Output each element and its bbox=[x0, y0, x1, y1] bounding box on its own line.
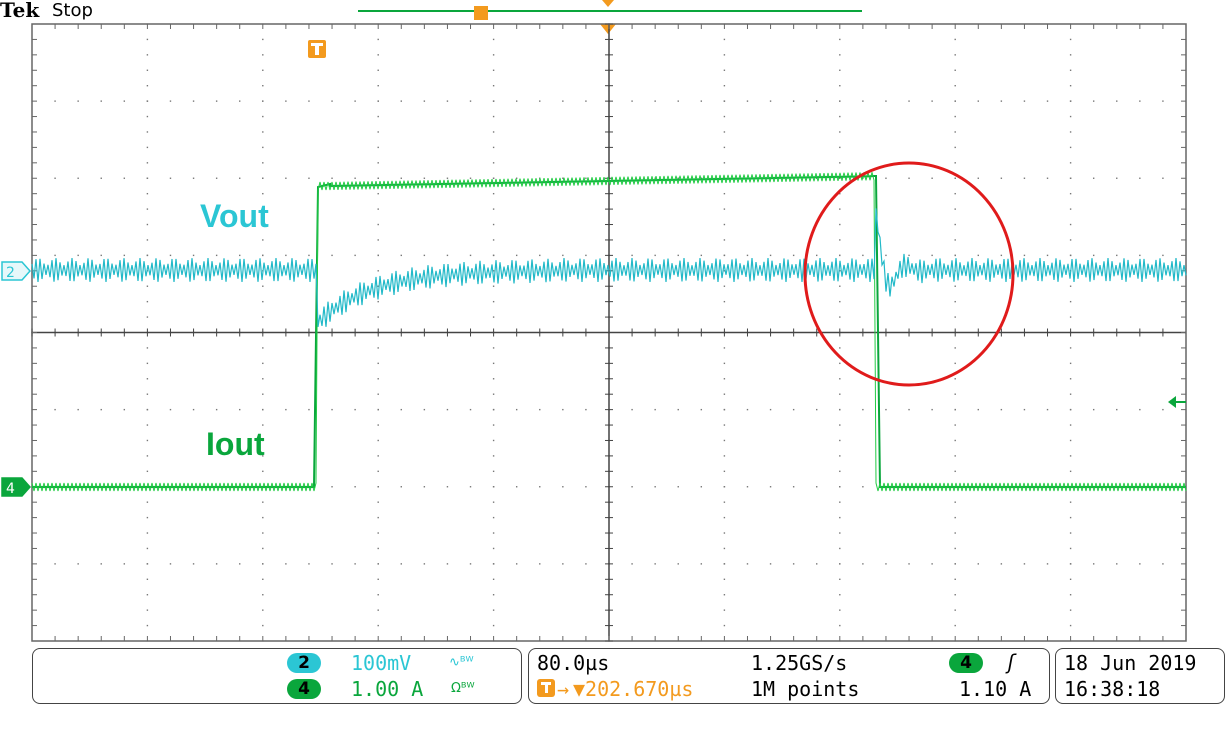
vertical-readout[interactable]: 2 100mV ∿ᴮᵂ 4 1.00 A Ωᴮᵂ bbox=[32, 648, 522, 704]
trigger-level: 1.10 A bbox=[959, 677, 1032, 701]
time-per-division: 80.0µs bbox=[537, 651, 610, 675]
graticule bbox=[31, 23, 1187, 642]
trigger-icon bbox=[537, 679, 555, 697]
record-length: 1M points bbox=[751, 677, 860, 701]
acquisition-state: Stop bbox=[52, 0, 93, 21]
tek-logo: Tek bbox=[0, 0, 40, 22]
date-time-readout: 18 Jun 2019 16:38:18 bbox=[1055, 648, 1225, 704]
rising-edge-icon: ʃ bbox=[1005, 650, 1018, 674]
highlight-circle bbox=[803, 161, 1015, 387]
vout-trace bbox=[31, 208, 1187, 327]
sample-rate: 1.25GS/s bbox=[751, 651, 848, 675]
channel-2-scale: 100mV bbox=[351, 651, 412, 675]
trigger-position-marker bbox=[308, 40, 326, 58]
arrow-right-icon: → bbox=[557, 677, 570, 701]
date: 18 Jun 2019 bbox=[1064, 651, 1197, 675]
vout-label: Vout bbox=[200, 198, 269, 234]
center-marker bbox=[600, 24, 616, 34]
ohm-bw-limit-icon: Ωᴮᵂ bbox=[451, 681, 475, 696]
iout-label: Iout bbox=[206, 426, 265, 462]
trigger-source-badge: 4 bbox=[949, 653, 983, 673]
horizontal-readout[interactable]: 80.0µs 1.25GS/s → ▼202.670µs 1M points 4… bbox=[528, 648, 1050, 704]
channel-4-scale: 1.00 A bbox=[351, 677, 424, 701]
expansion-point-marker bbox=[602, 0, 614, 7]
channel-2-badge: 2 bbox=[287, 653, 321, 673]
svg-text:4: 4 bbox=[6, 481, 15, 497]
time: 16:38:18 bbox=[1064, 677, 1161, 701]
channel-2-marker[interactable]: 2 bbox=[1, 261, 32, 281]
channel-4-badge: 4 bbox=[287, 679, 321, 699]
record-trigger-marker bbox=[474, 6, 488, 20]
svg-text:2: 2 bbox=[6, 265, 15, 281]
iout-noise-band bbox=[31, 172, 1187, 492]
trigger-position: ▼202.670µs bbox=[573, 677, 694, 701]
trigger-level-marker[interactable] bbox=[1168, 396, 1186, 408]
ac-coupling-bw-limit-icon: ∿ᴮᵂ bbox=[449, 655, 474, 670]
channel-4-marker[interactable]: 4 bbox=[1, 477, 32, 497]
